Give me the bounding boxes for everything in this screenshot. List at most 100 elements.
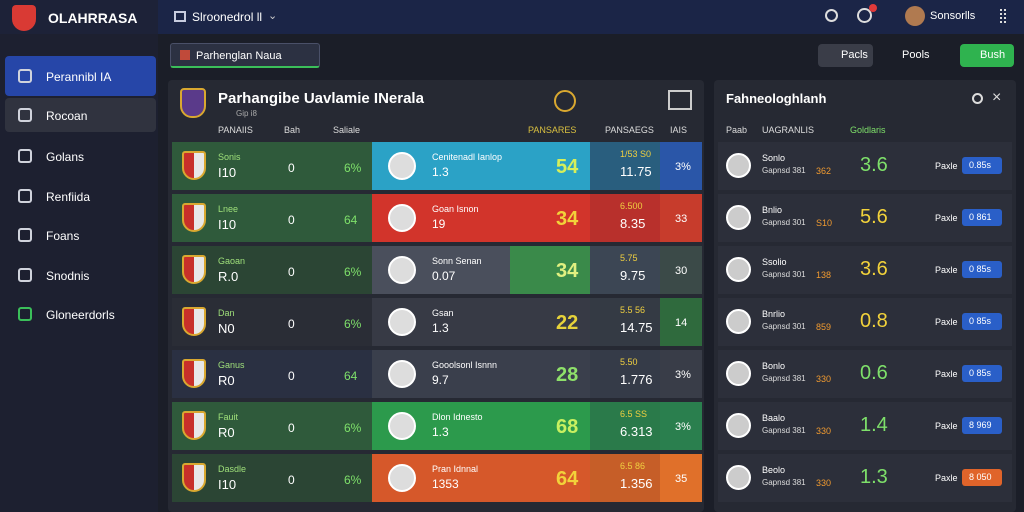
name: Bnlio xyxy=(762,205,783,215)
team-name: Gaoan xyxy=(218,256,246,266)
price-btn[interactable] xyxy=(962,417,1002,434)
menu-dots[interactable] xyxy=(1000,9,1006,23)
top-title[interactable]: Slroonedrol ll xyxy=(192,10,263,24)
menu-item[interactable]: Perannibl IA xyxy=(46,70,112,84)
menu-icon xyxy=(18,268,32,282)
rate: 3% xyxy=(675,161,691,173)
user-name[interactable]: Sonsorlls xyxy=(930,10,976,22)
notify-icon[interactable] xyxy=(857,8,872,23)
price[interactable]: 8 969 xyxy=(969,420,992,430)
price[interactable]: 8 050 xyxy=(969,472,992,482)
btn-label[interactable]: Bush xyxy=(980,49,1006,61)
column-header: Saliale xyxy=(333,125,361,135)
menu-icon xyxy=(18,189,32,203)
player-sub: 0.07 xyxy=(432,269,456,283)
team-badge xyxy=(182,151,206,180)
team-badge xyxy=(182,463,206,492)
pct: 64 xyxy=(344,369,358,383)
pct: 6% xyxy=(344,473,362,487)
avatar xyxy=(726,205,751,230)
side-search[interactable] xyxy=(972,93,983,104)
odds: 1/53 S0 xyxy=(620,149,652,159)
side-score: 3.6 xyxy=(860,258,888,280)
price-btn[interactable] xyxy=(962,261,1002,278)
price-btn[interactable] xyxy=(962,313,1002,330)
icon-gold xyxy=(554,90,576,112)
icon-box[interactable] xyxy=(668,90,692,110)
topbar xyxy=(158,0,1024,34)
column-header: UAGRANLIS xyxy=(762,125,815,135)
name: Bonlo xyxy=(762,361,786,371)
rate: 35 xyxy=(675,473,688,485)
price[interactable]: 0.85s xyxy=(969,160,992,170)
row-rate xyxy=(660,454,702,502)
row-score-zone xyxy=(510,142,590,190)
btn-label[interactable]: Pools xyxy=(902,49,930,61)
row-score-zone xyxy=(510,402,590,450)
name: Baalo xyxy=(762,413,786,423)
btn[interactable] xyxy=(818,44,873,67)
player-name: Cenitenadl Ianlop xyxy=(432,152,503,162)
team-code: R0 xyxy=(218,373,235,388)
player-sub: 1353 xyxy=(432,477,459,491)
side-label: Paxle xyxy=(935,473,958,483)
team-badge xyxy=(182,203,206,232)
menu-icon xyxy=(18,228,32,242)
team-badge xyxy=(182,307,206,336)
menu-item[interactable]: Renfiida xyxy=(46,190,91,204)
row-odds xyxy=(590,454,660,502)
side-close[interactable]: × xyxy=(992,89,1002,106)
player-avatar xyxy=(388,308,416,336)
rate: 33 xyxy=(675,213,688,225)
tab-label[interactable]: Parhenglan Naua xyxy=(196,50,282,62)
team-name: Ganus xyxy=(218,360,245,370)
price: 1.356 xyxy=(620,476,653,491)
team-code: I10 xyxy=(218,165,237,180)
menu-item[interactable]: Gloneerdorls xyxy=(46,308,115,322)
player-name: Sonn Senan xyxy=(432,256,482,266)
price-btn[interactable] xyxy=(962,157,1002,174)
side-odds: 330 xyxy=(816,374,832,384)
chevron: ⌄ xyxy=(268,10,278,22)
player-avatar xyxy=(388,256,416,284)
price[interactable]: 0 861 xyxy=(969,212,992,222)
row-rate xyxy=(660,298,702,346)
tab[interactable] xyxy=(170,43,320,68)
row-score-zone xyxy=(510,298,590,346)
score: 54 xyxy=(556,156,579,178)
team-badge xyxy=(182,411,206,440)
menu-icon xyxy=(18,108,32,122)
pct: 6% xyxy=(344,317,362,331)
avatar xyxy=(726,361,751,386)
player-sub: 1.3 xyxy=(432,321,449,335)
price-btn[interactable] xyxy=(962,365,1002,382)
search-icon[interactable] xyxy=(825,9,838,22)
btn-label[interactable]: Pacls xyxy=(841,49,868,61)
rate: 14 xyxy=(675,317,688,329)
team-code: I10 xyxy=(218,217,237,232)
logo xyxy=(12,5,36,31)
price[interactable]: 0 85s xyxy=(969,264,992,274)
menu-item[interactable]: Rocoan xyxy=(46,109,88,123)
price[interactable]: 0 85s xyxy=(969,316,992,326)
column-header: Paab xyxy=(726,125,748,135)
menu-item[interactable]: Golans xyxy=(46,150,85,164)
row-odds xyxy=(590,194,660,242)
menu-item[interactable]: Snodnis xyxy=(46,269,90,283)
rate: 3% xyxy=(675,369,691,381)
menu-icon xyxy=(18,69,32,83)
avatar xyxy=(726,413,751,438)
count: 0 xyxy=(288,213,295,227)
price-btn[interactable] xyxy=(962,469,1002,486)
price-btn[interactable] xyxy=(962,209,1002,226)
menu-item[interactable]: Foans xyxy=(46,229,80,243)
brand: OLAHRRASA xyxy=(48,10,138,26)
row-score-zone xyxy=(510,246,590,294)
btn[interactable] xyxy=(960,44,1014,67)
price[interactable]: 0 85s xyxy=(969,368,992,378)
row-rate xyxy=(660,142,702,190)
menu-icon xyxy=(18,149,32,163)
score: 64 xyxy=(556,468,579,490)
sub: Gapnsd 301 xyxy=(762,270,806,279)
